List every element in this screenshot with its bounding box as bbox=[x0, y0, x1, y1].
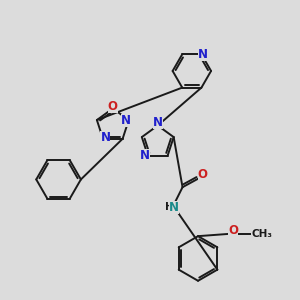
Text: O: O bbox=[198, 168, 208, 181]
Text: O: O bbox=[228, 224, 238, 237]
Text: N: N bbox=[100, 131, 110, 144]
Text: N: N bbox=[169, 201, 179, 214]
Text: O: O bbox=[108, 100, 118, 113]
Text: N: N bbox=[121, 113, 131, 127]
Text: N: N bbox=[153, 116, 163, 129]
Text: N: N bbox=[140, 149, 150, 162]
Text: H: H bbox=[164, 202, 173, 212]
Text: CH₃: CH₃ bbox=[251, 229, 272, 239]
Text: N: N bbox=[198, 48, 208, 61]
